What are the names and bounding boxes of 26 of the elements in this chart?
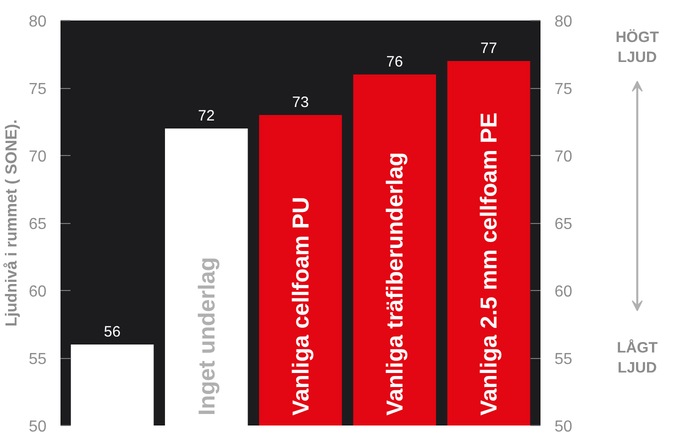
y-tick-label: 60 [28,284,47,300]
y2-tick-label: 65 [554,216,572,233]
y-tick-label: 75 [28,81,47,98]
data-label: 72 [198,108,215,124]
data-label: 56 [104,324,121,340]
y-tick-label: 50 [28,418,47,436]
data-label: 73 [292,94,309,111]
data-label: 77 [480,40,498,57]
y-axis-title: Ljudnivå i rummet ( SONE). [2,119,21,327]
x-tick-label: Vanliga cellfoam PU [288,196,314,416]
y2-tick-label: 75 [554,81,572,98]
y-tick-label: 65 [28,216,47,233]
y-tick-label: 80 [28,14,47,30]
y-tick-label: 70 [28,148,47,166]
text: HÖGT LJUD [616,28,659,66]
y-tick-label: 55 [28,351,47,368]
x-tick-label: Vanliga 2.5 mm cellfoam PE [476,112,502,416]
x-tick-label: Inget underlag [193,257,220,416]
data-label: 76 [386,54,403,70]
y2-tick-label: 60 [554,284,572,300]
y2-tick-label: 70 [554,148,572,166]
y2-tick-label: 55 [554,351,572,368]
y2-tick-label: 50 [554,418,572,436]
x-tick-label: Vanliga träfiberunderlag [382,152,408,416]
y2-tick-label: 80 [554,14,572,30]
text: LÅGT LJUD [616,338,658,377]
